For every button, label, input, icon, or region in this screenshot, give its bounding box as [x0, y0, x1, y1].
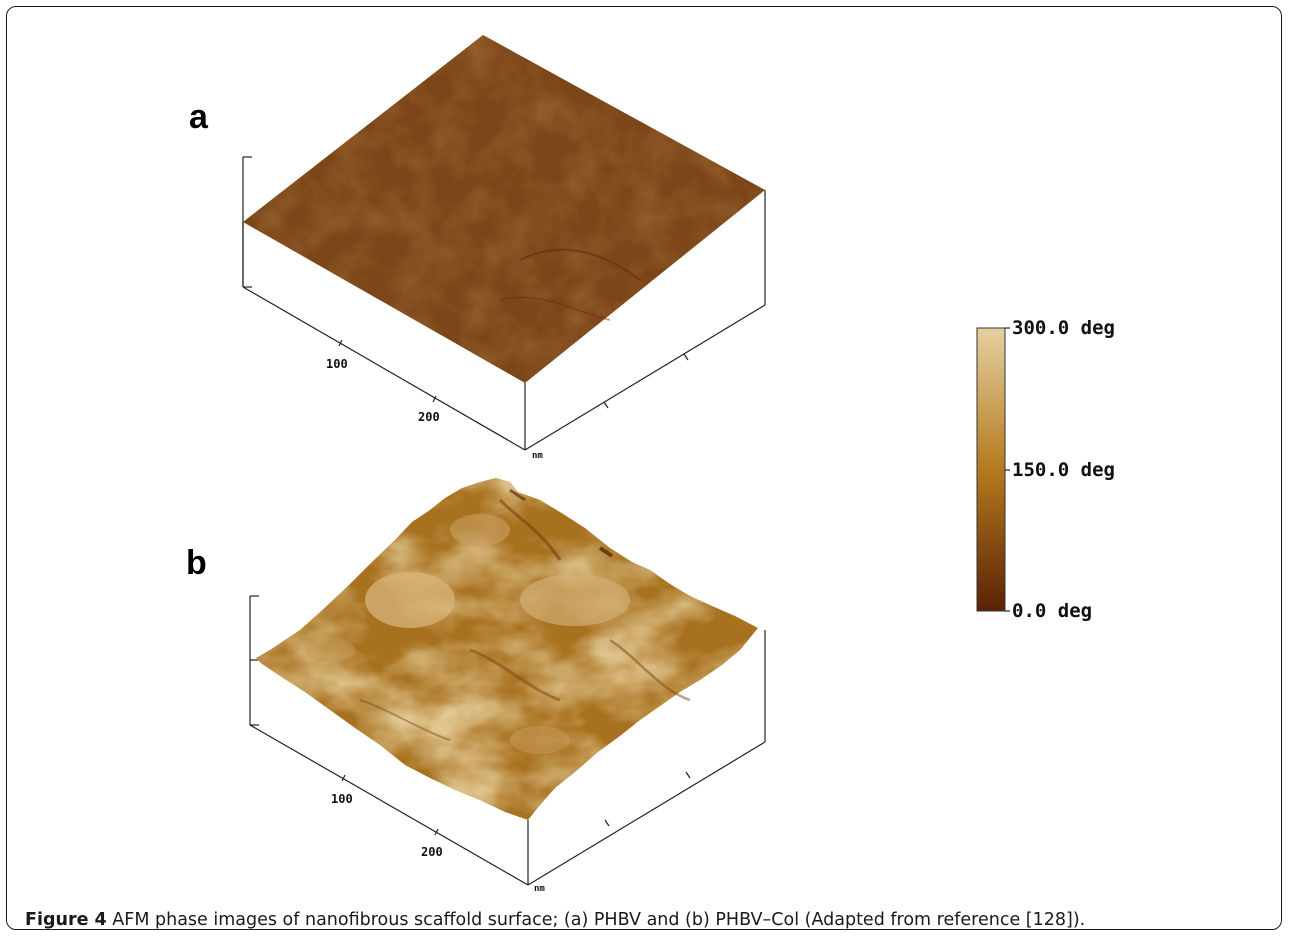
panel-b-x-tick-200: 200 — [421, 845, 443, 859]
panel-a-y-axis — [524, 304, 766, 451]
colorbar-max-label: 300.0 deg — [1012, 317, 1115, 339]
panel-a-surface-plot — [242, 35, 766, 451]
panel-b-surface-plot — [249, 478, 766, 886]
panel-b-x-tick-100: 100 — [331, 792, 353, 806]
colorbar-min-label: 0.0 deg — [1012, 600, 1093, 622]
colorbar-mid-label: 150.0 deg — [1012, 459, 1115, 481]
panel-b-letter: b — [186, 544, 207, 582]
panel-a-x-axis — [242, 286, 526, 451]
panel-a-x-tick-200: 200 — [418, 410, 440, 424]
panel-b-unit: nm — [534, 884, 545, 894]
caption-label: Figure 4 — [25, 910, 107, 930]
panel-a-letter: a — [189, 98, 208, 136]
phase-colorbar — [976, 327, 1010, 612]
caption-text: AFM phase images of nanofibrous scaffold… — [112, 910, 1086, 930]
panel-b-x-axis — [249, 724, 529, 886]
panel-a-x-tick-100: 100 — [326, 357, 348, 371]
panel-b-y-axis — [527, 741, 766, 886]
panel-a-unit: nm — [532, 451, 543, 461]
figure-caption: Figure 4 AFM phase images of nanofibrous… — [25, 910, 1085, 930]
